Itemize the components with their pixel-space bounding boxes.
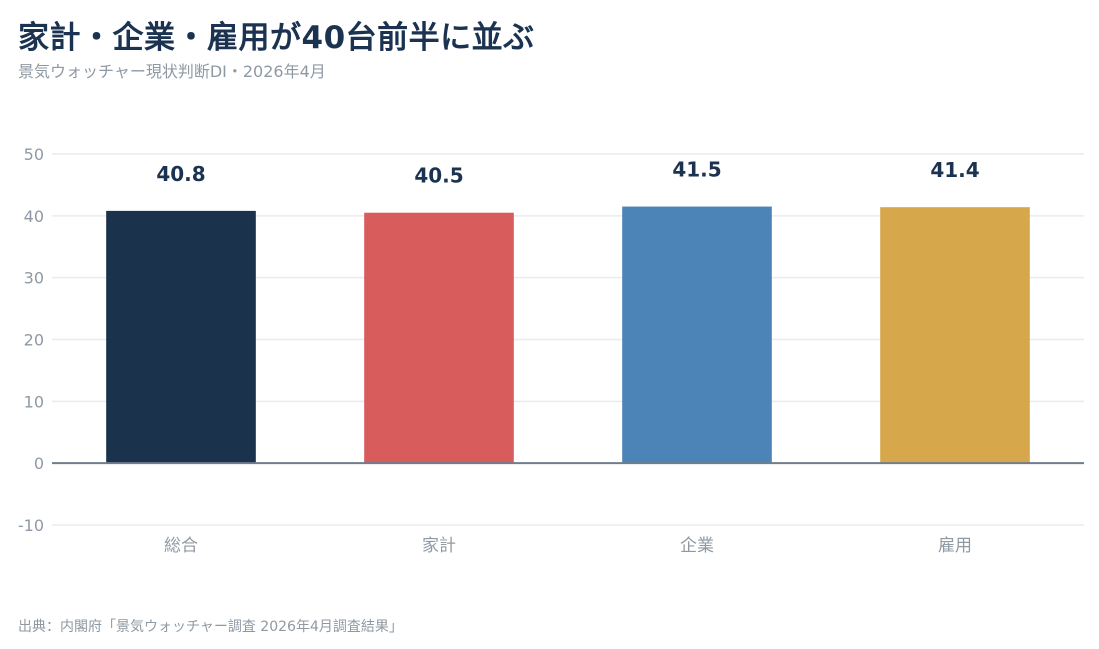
y-tick-label: -10: [18, 516, 44, 535]
source-note: 出典：内閣府「景気ウォッチャー調査 2026年4月調査結果」: [18, 619, 403, 635]
y-tick-label: 40: [24, 207, 44, 226]
data-label: 41.4: [930, 158, 979, 182]
x-tick-label: 企業: [680, 536, 714, 556]
x-tick-label: 総合: [164, 536, 198, 556]
bar: [622, 206, 772, 464]
bar: [880, 207, 1030, 464]
y-tick-label: 10: [24, 392, 44, 411]
x-tick-label: 家計: [422, 536, 456, 556]
y-tick-label: 50: [24, 145, 44, 164]
chart-title: 家計・企業・雇用が40台前半に並ぶ: [18, 20, 535, 56]
data-label: 41.5: [672, 158, 721, 182]
bar: [364, 212, 514, 464]
x-tick-label: 雇用: [938, 536, 972, 556]
bar: [106, 210, 256, 464]
y-tick-label: 20: [24, 331, 44, 350]
y-tick-label: 0: [34, 454, 44, 473]
data-label: 40.8: [156, 162, 205, 186]
chart-subtitle: 景気ウォッチャー現状判断DI・2026年4月: [18, 62, 326, 81]
data-label: 40.5: [414, 164, 463, 188]
y-tick-label: 30: [24, 269, 44, 288]
